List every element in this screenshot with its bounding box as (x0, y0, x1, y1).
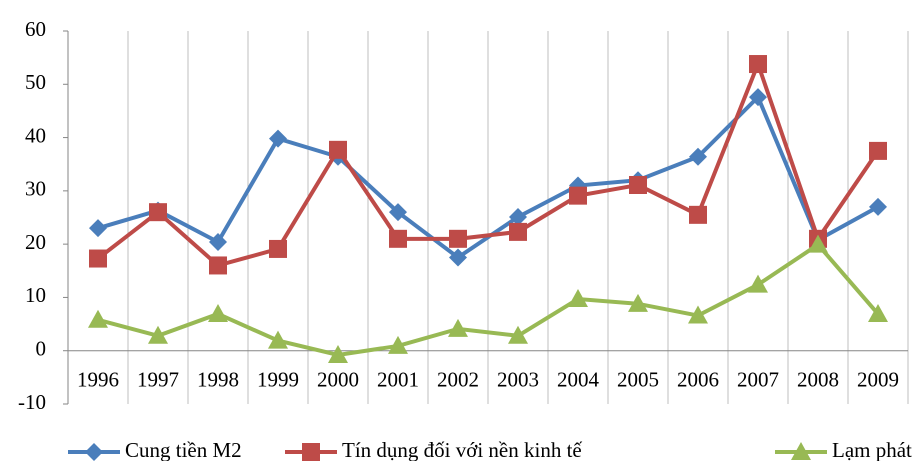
x-tick-label: 2007 (737, 368, 779, 392)
legend-label: Tín dụng đối với nền kinh tế (342, 438, 582, 461)
point-marker (628, 293, 648, 312)
point-marker (209, 233, 227, 252)
point-marker (629, 175, 647, 194)
point-marker (89, 219, 107, 238)
point-marker (869, 141, 887, 160)
point-marker (449, 229, 467, 248)
x-tick-label: 2006 (677, 368, 719, 392)
legend-label: Lạm phát (832, 438, 912, 461)
x-tick-label: 2008 (797, 368, 839, 392)
series-line (96, 58, 880, 268)
point-marker (449, 248, 467, 267)
point-marker (688, 305, 708, 324)
y-tick-label: -10 (18, 390, 46, 414)
y-tick-label: 10 (25, 283, 46, 307)
point-marker (448, 318, 468, 337)
point-marker (209, 256, 227, 275)
y-tick-label: 60 (25, 17, 46, 41)
x-tick-label: 1997 (137, 368, 179, 392)
x-tick-label: 2005 (617, 368, 659, 392)
point-marker (149, 203, 167, 222)
legend-marker (302, 443, 320, 461)
point-marker (269, 239, 287, 258)
point-marker (208, 303, 228, 322)
x-tick-label: 2002 (437, 368, 479, 392)
point-marker (509, 207, 527, 226)
point-marker (388, 335, 408, 354)
x-tick-label: 2009 (857, 368, 899, 392)
point-marker (88, 309, 108, 328)
point-marker (689, 205, 707, 224)
legend-marker (85, 443, 103, 461)
point-marker (89, 249, 107, 268)
x-tick-label: 1999 (257, 368, 299, 392)
point-marker (389, 229, 407, 248)
y-tick-label: 40 (25, 123, 46, 147)
point-marker (328, 344, 348, 363)
point-marker (389, 203, 407, 222)
x-tick-label: 2001 (377, 368, 419, 392)
point-marker (568, 289, 588, 308)
point-marker (808, 234, 828, 253)
point-marker (749, 55, 767, 74)
x-tick-label: 2003 (497, 368, 539, 392)
point-marker (269, 129, 287, 148)
y-tick-label: 20 (25, 230, 46, 254)
point-marker (689, 147, 707, 166)
point-marker (329, 140, 347, 159)
x-tick-label: 1998 (197, 368, 239, 392)
point-marker (569, 186, 587, 205)
y-tick-label: 30 (25, 177, 46, 201)
x-tick-label: 2000 (317, 368, 359, 392)
y-tick-label: 0 (36, 337, 47, 361)
series-line (97, 242, 880, 358)
legend-label: Cung tiền M2 (125, 438, 242, 461)
point-marker (869, 197, 887, 216)
x-tick-label: 2004 (557, 368, 600, 392)
point-marker (749, 88, 767, 107)
point-marker (148, 325, 168, 344)
x-tick-label: 1996 (77, 368, 119, 392)
legend-marker (791, 442, 811, 460)
point-marker (748, 274, 768, 293)
y-tick-label: 50 (25, 70, 46, 94)
point-marker (268, 330, 288, 349)
point-marker (509, 222, 527, 241)
point-marker (868, 303, 888, 322)
point-marker (508, 325, 528, 344)
